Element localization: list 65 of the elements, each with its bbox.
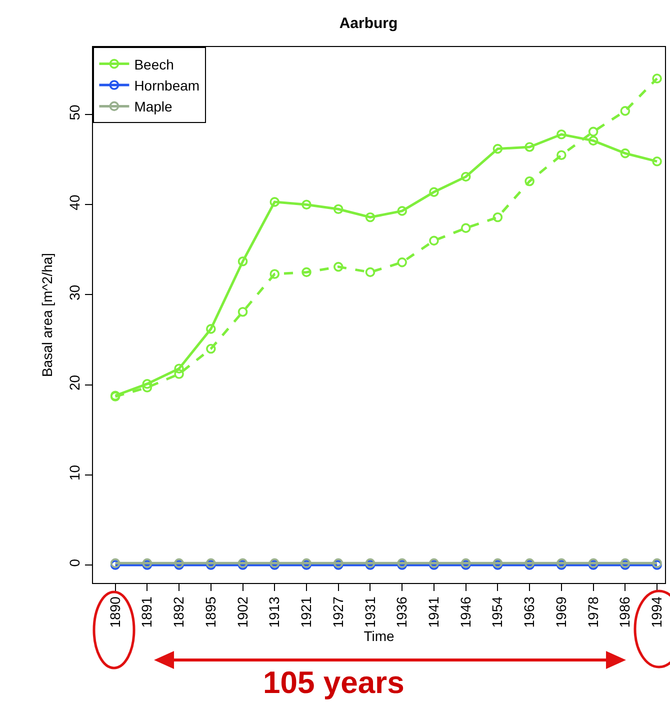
- x-tick-label: 1890: [106, 596, 123, 628]
- point: [174, 369, 184, 379]
- x-tick-label: 1895: [202, 596, 218, 628]
- x-tick-label: 1963: [521, 596, 538, 628]
- point: [620, 106, 630, 116]
- x-tick-label: 1931: [362, 596, 378, 628]
- x-tick-label: 1936: [394, 596, 410, 628]
- point: [174, 364, 184, 374]
- legend-label: Beech: [134, 56, 174, 72]
- point: [652, 74, 662, 84]
- point: [206, 344, 216, 354]
- point: [333, 262, 344, 272]
- point: [652, 156, 662, 166]
- y-tick-label: 10: [66, 464, 82, 481]
- y-axis-title: Basal area [m^2/ha]: [39, 252, 55, 378]
- point: [556, 150, 566, 160]
- point: [492, 144, 503, 154]
- y-tick-label: 40: [66, 194, 82, 210]
- point: [270, 197, 280, 207]
- legend-label: Maple: [134, 98, 173, 115]
- point: [429, 236, 439, 246]
- point: [588, 126, 598, 137]
- x-tick-label: 1986: [616, 596, 633, 628]
- point: [588, 136, 598, 146]
- point: [524, 176, 534, 186]
- x-tick-label: 1892: [170, 596, 187, 628]
- chart-title: Aarburg: [339, 15, 398, 32]
- x-tick-label: 1994: [648, 596, 665, 628]
- point: [142, 382, 152, 392]
- x-tick-label: 1969: [552, 596, 569, 628]
- point: [142, 379, 152, 389]
- point: [302, 267, 312, 278]
- point: [206, 324, 216, 334]
- y-tick-label: 50: [66, 104, 82, 120]
- y-tick-label: 20: [66, 374, 82, 391]
- x-tick-label: 1978: [584, 596, 601, 628]
- x-tick-label: 1902: [234, 596, 250, 628]
- x-tick-label: 1954: [489, 596, 506, 628]
- point: [365, 267, 376, 278]
- point: [365, 212, 376, 222]
- point: [460, 172, 471, 182]
- point: [238, 256, 248, 266]
- point: [333, 204, 344, 214]
- point: [620, 148, 630, 158]
- y-tick-label: 30: [66, 284, 82, 300]
- x-axis-title: Time: [364, 628, 395, 644]
- point: [524, 142, 534, 152]
- x-tick-label: 1941: [426, 596, 442, 628]
- point: [302, 200, 312, 210]
- x-tick-label: 1913: [266, 596, 282, 628]
- point: [460, 223, 471, 233]
- x-tick-label: 1891: [138, 596, 155, 628]
- point: [397, 257, 407, 268]
- point: [429, 187, 439, 197]
- legend-label: Hornbeam: [134, 77, 200, 94]
- point: [397, 206, 407, 216]
- point: [270, 269, 280, 279]
- x-tick-label: 1946: [457, 596, 474, 628]
- text: 105 years: [263, 665, 404, 700]
- y-tick-label: 0: [66, 558, 82, 567]
- x-tick-label: 1927: [330, 596, 346, 628]
- point: [238, 306, 248, 317]
- point: [492, 212, 503, 222]
- x-tick-label: 1921: [298, 596, 314, 628]
- point: [556, 129, 566, 140]
